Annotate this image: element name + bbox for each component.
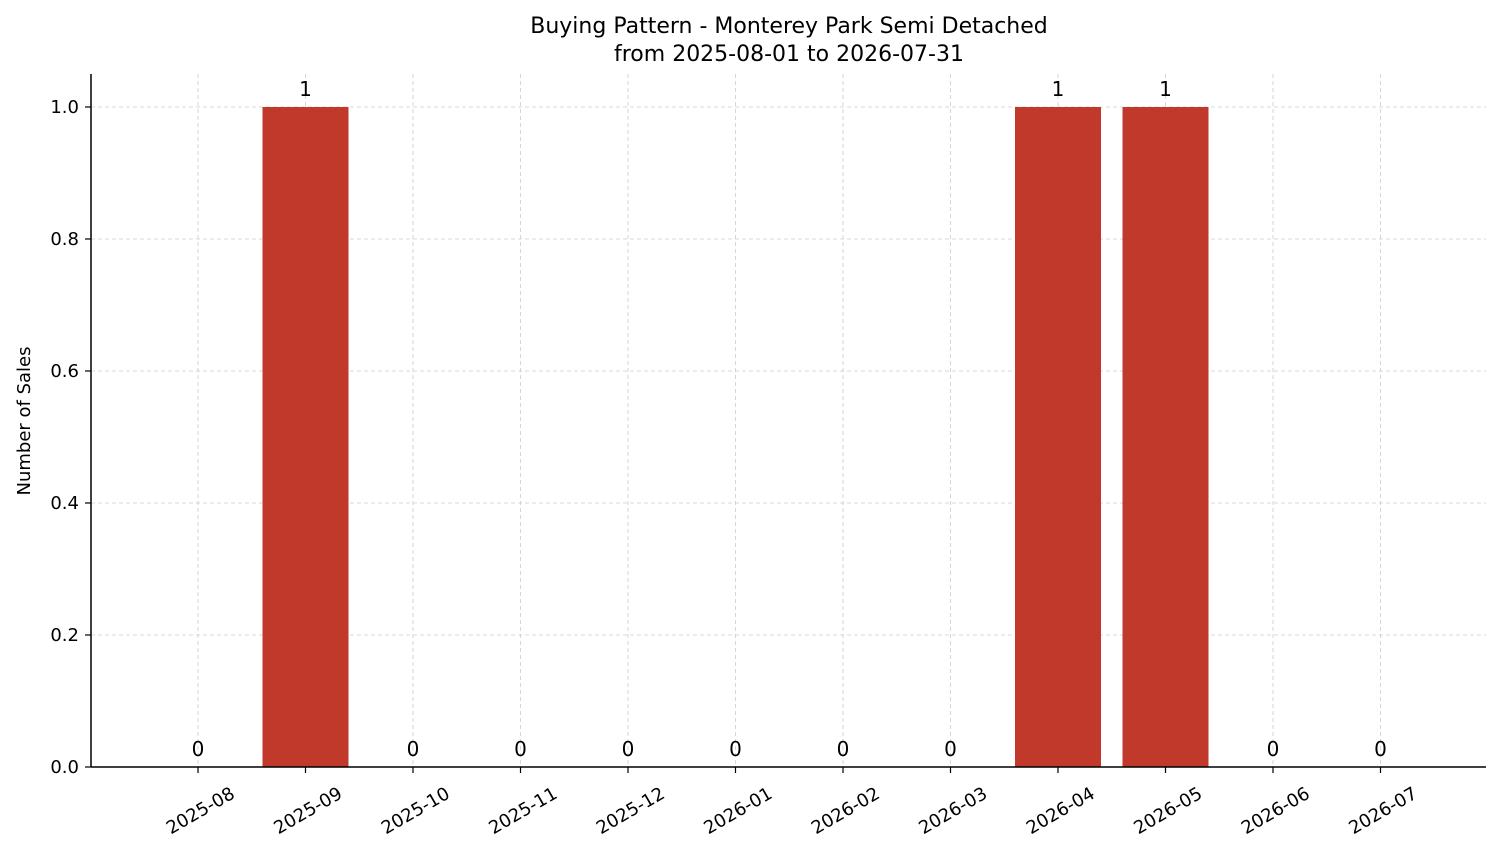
bar-value-label: 1	[299, 77, 312, 101]
bars	[262, 107, 1209, 767]
x-tick-label: 2026-01	[700, 783, 776, 839]
y-tick-label: 0.0	[50, 757, 79, 778]
bar-value-label: 0	[192, 737, 205, 761]
bar-value-label: 0	[1267, 737, 1280, 761]
y-axis-label: Number of Sales	[14, 346, 35, 495]
chart-subtitle: from 2025-08-01 to 2026-07-31	[614, 42, 964, 67]
bar-value-label: 0	[837, 737, 850, 761]
x-tick-label: 2025-09	[270, 783, 346, 839]
x-tick-label: 2025-12	[593, 783, 669, 839]
chart-title: Buying Pattern - Monterey Park Semi Deta…	[530, 14, 1048, 39]
x-tick-label: 2026-04	[1023, 783, 1099, 839]
x-tick-label: 2025-10	[378, 783, 454, 839]
x-tick-label: 2026-07	[1345, 783, 1421, 839]
bar	[1122, 107, 1209, 767]
bar-value-label: 0	[514, 737, 527, 761]
bar-value-label: 0	[944, 737, 957, 761]
x-tick-label: 2025-11	[485, 783, 561, 839]
x-tick-label: 2025-08	[163, 783, 239, 839]
bar	[1015, 107, 1101, 767]
x-tick-label: 2026-03	[915, 783, 991, 839]
y-tick-label: 0.4	[50, 493, 79, 514]
y-tick-label: 1.0	[50, 97, 79, 118]
bar-value-label: 0	[622, 737, 635, 761]
bar-value-label: 1	[1159, 77, 1172, 101]
x-tick-label: 2026-02	[808, 783, 884, 839]
bar-value-label: 0	[1374, 737, 1387, 761]
bar-value-label: 1	[1052, 77, 1065, 101]
x-tick-label: 2026-05	[1130, 783, 1206, 839]
bar	[262, 107, 349, 767]
axes	[90, 74, 1486, 768]
bar-labels: 0 1 0 0 0 0 0 0 1 1 0 0	[192, 77, 1387, 761]
x-tick-label: 2026-06	[1238, 783, 1314, 839]
y-tick-label: 0.6	[50, 361, 79, 382]
y-tick-label: 0.8	[50, 229, 79, 250]
y-tick-label: 0.2	[50, 625, 79, 646]
bar-value-label: 0	[729, 737, 742, 761]
bar-value-label: 0	[407, 737, 420, 761]
